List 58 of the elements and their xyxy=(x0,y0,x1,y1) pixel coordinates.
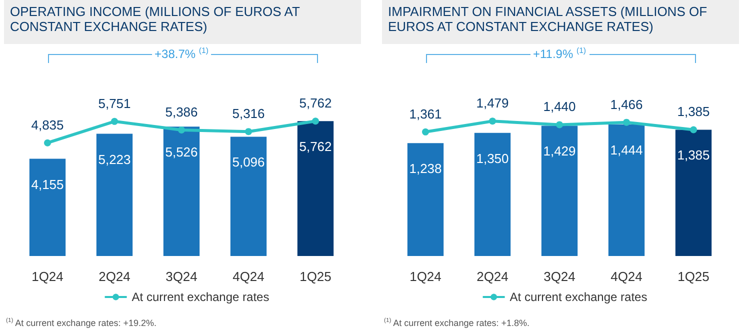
text: $^{(1)}$ At current exchange rates: +1.8%. xyxy=(384,318,530,328)
data-label: 1,479 xyxy=(476,96,509,111)
x-tick-label: 4Q24 xyxy=(232,269,264,284)
bar xyxy=(96,134,133,256)
data-label: 1,385 xyxy=(677,148,710,163)
bar xyxy=(407,143,444,256)
point xyxy=(312,118,319,125)
bar xyxy=(163,126,200,256)
point xyxy=(623,118,630,126)
bar xyxy=(297,121,334,256)
point xyxy=(690,126,697,134)
data-label: 4,835 xyxy=(31,117,64,132)
bar xyxy=(608,124,645,256)
bar xyxy=(230,136,267,256)
point xyxy=(245,128,252,136)
data-label: 1,350 xyxy=(476,150,509,166)
data-label: 5,751 xyxy=(98,96,131,111)
bar xyxy=(541,126,578,256)
bar xyxy=(675,130,712,256)
point xyxy=(556,121,563,128)
point xyxy=(44,139,51,146)
data-label: 1,444 xyxy=(610,142,643,158)
x-tick-label: 1Q24 xyxy=(32,269,64,284)
data-label: 1,429 xyxy=(543,144,576,159)
legend-label: At current exchange rates xyxy=(132,290,270,304)
bar xyxy=(29,158,66,256)
data-label: 1,466 xyxy=(610,96,643,112)
point xyxy=(422,128,429,136)
data-label: 1,440 xyxy=(543,99,576,114)
data-label: 1,238 xyxy=(409,161,442,176)
x-tick-label: 1Q25 xyxy=(678,269,710,284)
text: +11.9% $^{(1)}$ xyxy=(530,46,590,61)
data-label: 1,361 xyxy=(409,106,442,122)
chart-title: IMPAIRMENT ON FINANCIAL ASSETS (MILLIONS OF EUROS AT CONSTANT EXCHANGE RATES) xyxy=(382,0,739,44)
data-label: 5,762 xyxy=(299,96,332,111)
legend-label: At current exchange rates xyxy=(510,290,648,304)
data-label: 5,223 xyxy=(98,152,131,167)
x-tick-label: 2Q24 xyxy=(476,269,508,284)
point xyxy=(111,118,118,125)
x-tick-label: 3Q24 xyxy=(544,269,576,284)
text: $^{(1)}$ At current exchange rates: +19.2%. xyxy=(6,318,156,328)
data-label: 5,386 xyxy=(165,104,198,120)
data-label: 5,762 xyxy=(299,139,332,154)
bar xyxy=(474,132,511,256)
x-tick-label: 4Q24 xyxy=(610,269,642,284)
x-tick-label: 3Q24 xyxy=(166,269,198,284)
point xyxy=(178,126,185,134)
x-tick-label: 1Q24 xyxy=(410,269,442,284)
data-label: 1,385 xyxy=(677,104,710,120)
data-label: 4,155 xyxy=(31,176,64,192)
data-label: 5,096 xyxy=(232,154,265,170)
point xyxy=(489,118,496,125)
text: +38.7% $^{(1)}$ xyxy=(152,46,212,61)
data-label: 5,316 xyxy=(232,106,265,122)
x-tick-label: 2Q24 xyxy=(98,269,130,284)
data-label: 5,526 xyxy=(165,144,198,160)
chart-title: OPERATING INCOME (MILLIONS OF EUROS AT CONSTANT EXCHANGE RATES) xyxy=(4,0,361,44)
x-tick-label: 1Q25 xyxy=(300,269,332,284)
